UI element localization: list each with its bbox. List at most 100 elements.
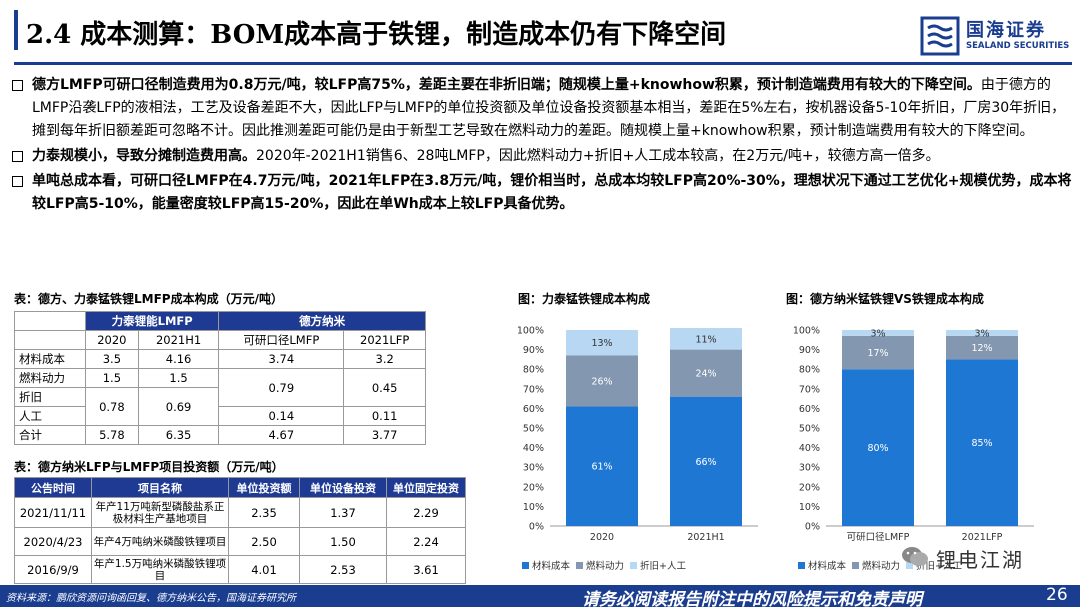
bullet-list: 德方LMFP可研口径制造费用为0.8万元/吨，较LFP高75%，差距主要在非折旧… — [10, 74, 1072, 218]
table-cell: 6.35 — [137, 425, 220, 445]
legend-label: 折旧+人工 — [916, 560, 962, 572]
table-cell: 2.35 — [228, 497, 300, 528]
legend-swatch — [576, 562, 583, 569]
table-cell: 2021/11/11 — [14, 497, 92, 528]
table-row: 2021/11/11 年产11万吨新型磷酸盐系正极材料生产基地项目 2.35 1… — [14, 497, 466, 528]
bullet-bold-text: 单吨总成本看，可研口径LMFP在4.7万元/吨，2021年LFP在3.8万元/吨… — [32, 173, 1072, 212]
title-accent-bar — [14, 10, 18, 50]
data-label: 3% — [974, 328, 989, 339]
page-title: 2.4 成本测算：BOM成本高于铁锂，制造成本仍有下降空间 — [26, 20, 727, 50]
chart1-title: 图：力泰锰铁锂成本构成 — [518, 292, 651, 306]
table-cell: 2.24 — [386, 527, 466, 556]
table-cell: 4.01 — [228, 555, 300, 584]
bullet-item: 力泰规模小，导致分摊制造费用高。2020年-2021H1销售6、28吨LMFP，… — [10, 145, 1072, 168]
table-col-header: 2020 — [85, 330, 139, 350]
table-cell: 1.5 — [137, 368, 220, 388]
title-bar: 2.4 成本测算：BOM成本高于铁锂，制造成本仍有下降空间 国海证券 SEALA… — [0, 0, 1080, 66]
table-cell: 2016/9/9 — [14, 555, 92, 584]
data-label: 3% — [870, 328, 885, 339]
bar-segment — [842, 330, 914, 336]
table-cell: 0.79 — [218, 368, 345, 407]
legend-swatch — [852, 562, 859, 569]
title-underline — [14, 62, 1072, 65]
legend-swatch — [798, 562, 805, 569]
data-label: 26% — [591, 376, 612, 387]
y-tick-label: 30% — [523, 463, 544, 474]
table-cell: 0.78 — [85, 387, 139, 426]
investment-table: 公告时间 项目名称 单位投资额 单位设备投资 单位固定投资 2021/11/11… — [14, 477, 466, 584]
table-col-header: 单位设备投资 — [299, 477, 387, 498]
checkbox-bullet-icon — [12, 151, 23, 162]
legend-label: 材料成本 — [808, 560, 847, 572]
bar-segment — [842, 369, 914, 526]
table-cell: 1.37 — [299, 497, 387, 528]
table-cell: 2.29 — [386, 497, 466, 528]
logo-english-name: SEALAND SECURITIES — [966, 41, 1070, 51]
table-group-header: 力泰锂能LMFP — [84, 311, 220, 331]
bullet-text: 由于德方的LMFP沿袭LFP的液相法，工艺及设备差距不大，因此LFP与LMFP的… — [32, 77, 1066, 139]
data-label: 24% — [695, 369, 716, 380]
chart2-title: 图：德方纳米锰铁锂VS铁锂成本构成 — [786, 292, 984, 306]
bar-segment — [566, 330, 638, 356]
y-tick-label: 90% — [523, 345, 544, 356]
table-cell: 4.67 — [218, 425, 345, 445]
data-label: 85% — [971, 438, 992, 449]
table-cell: 0.11 — [343, 406, 426, 426]
bullet-bold-text: 德方LMFP可研口径制造费用为0.8万元/吨，较LFP高75%，差距主要在非折旧… — [32, 77, 981, 93]
y-tick-label: 0% — [529, 522, 544, 533]
legend-label: 折旧+人工 — [640, 560, 686, 572]
legend-label: 燃料动力 — [862, 560, 900, 572]
logo-mark-icon — [920, 16, 960, 56]
bar-segment — [670, 396, 742, 526]
bar-segment — [566, 406, 638, 526]
x-tick-label: 2021H1 — [687, 532, 724, 543]
bullet-item: 单吨总成本看，可研口径LMFP在4.7万元/吨，2021年LFP在3.8万元/吨… — [10, 170, 1072, 216]
table-col-header: 单位投资额 — [228, 477, 300, 498]
row-label: 人工 — [14, 406, 86, 426]
checkbox-bullet-icon — [12, 176, 23, 187]
page-number: 26 — [1046, 585, 1068, 605]
table-cell: 年产11万吨新型磷酸盐系正极材料生产基地项目 — [91, 497, 229, 528]
y-tick-label: 50% — [523, 424, 544, 435]
table-cell: 1.5 — [85, 368, 139, 388]
table-col-header: 公告时间 — [14, 477, 92, 498]
table-cell: 0.69 — [137, 387, 220, 426]
table-row: 人工 0.14 0.11 — [14, 406, 426, 426]
data-label: 17% — [867, 348, 888, 359]
y-tick-label: 60% — [523, 404, 544, 415]
x-tick-label: 2021LFP — [962, 532, 1003, 543]
wechat-icon — [902, 547, 928, 566]
y-tick-label: 80% — [799, 365, 820, 376]
bar-segment — [946, 359, 1018, 526]
x-tick-label: 可研口径LMFP — [847, 531, 910, 543]
table-cell: 2020/4/23 — [14, 527, 92, 556]
table-cell: 2.53 — [299, 555, 387, 584]
cost-structure-table: 力泰锂能LMFP 德方纳米 2020 2021H1 可研口径LMFP 2021L… — [14, 311, 426, 445]
y-tick-label: 50% — [799, 424, 820, 435]
table-row: 合计 5.78 6.35 4.67 3.77 — [14, 425, 426, 445]
table-cell: 5.78 — [85, 425, 139, 445]
y-tick-label: 100% — [517, 326, 544, 337]
table-col-header: 项目名称 — [91, 477, 229, 498]
y-tick-label: 10% — [523, 502, 544, 513]
table-row: 燃料动力 1.5 1.5 0.79 0.45 — [14, 368, 426, 407]
table-cell: 0.45 — [343, 368, 426, 407]
y-tick-label: 0% — [805, 522, 820, 533]
disclaimer: 请务必阅读报告附注中的风险提示和免责声明 — [582, 590, 922, 610]
y-tick-label: 60% — [799, 404, 820, 415]
table-col-header: 可研口径LMFP — [218, 330, 345, 350]
table-cell: 4.16 — [137, 349, 220, 369]
y-tick-label: 30% — [799, 463, 820, 474]
y-tick-label: 20% — [523, 482, 544, 493]
table-row: 折旧 0.78 0.69 — [14, 387, 426, 426]
legend-label: 材料成本 — [532, 560, 571, 572]
bar-segment — [946, 335, 1018, 360]
x-tick-label: 2020 — [590, 532, 614, 543]
row-label: 合计 — [14, 425, 86, 445]
data-label: 80% — [867, 443, 888, 454]
bar-segment — [670, 328, 742, 350]
litai-cost-chart: 0% 10% 20% 30% 40% 50% 60% 70% 80% 90% 100% 61% 26% 1… — [517, 326, 758, 572]
bar-segment — [842, 335, 914, 370]
table2-title: 表：德方纳米LFP与LMFP项目投资额（万元/吨） — [14, 460, 284, 474]
bar-segment — [566, 355, 638, 407]
